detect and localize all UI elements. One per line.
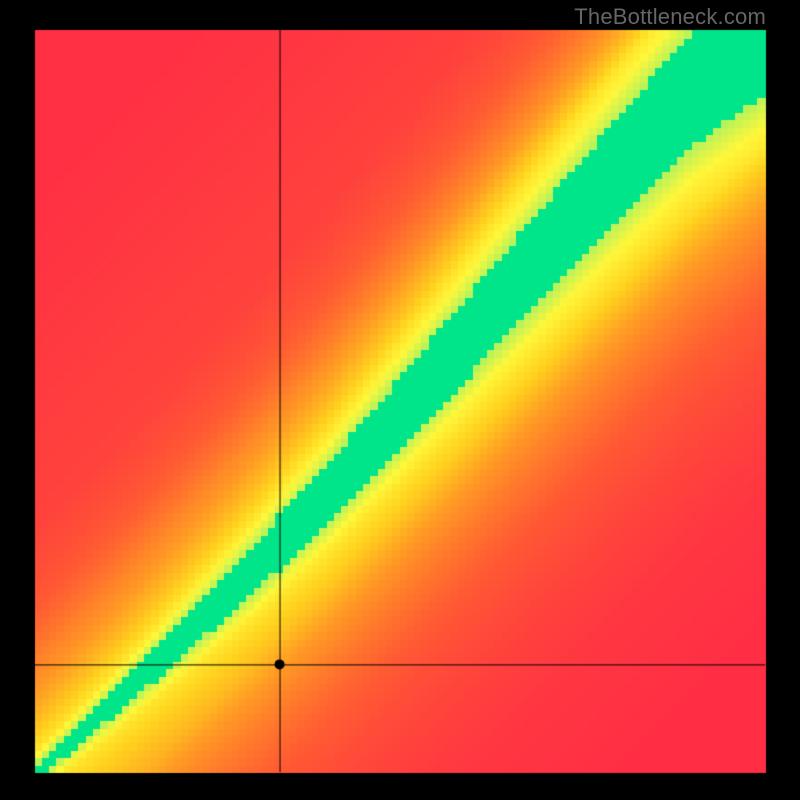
bottleneck-heatmap xyxy=(0,0,800,800)
watermark-text: TheBottleneck.com xyxy=(574,4,766,30)
chart-container: TheBottleneck.com xyxy=(0,0,800,800)
